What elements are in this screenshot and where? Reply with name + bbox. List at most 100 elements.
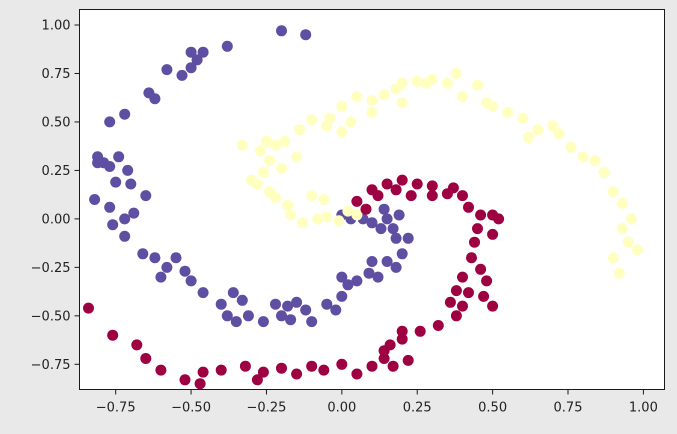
data-point (396, 325, 408, 337)
data-point (318, 194, 330, 205)
data-point (450, 68, 462, 79)
data-point (426, 180, 438, 192)
data-point (227, 287, 239, 299)
data-point (318, 364, 330, 376)
data-point (104, 161, 116, 172)
data-point (137, 248, 149, 260)
data-point (125, 178, 137, 190)
data-point (411, 178, 423, 190)
data-point (475, 263, 487, 275)
data-point (411, 75, 423, 87)
y-tick-label: −0.25 (31, 261, 71, 276)
data-point (215, 298, 227, 310)
data-point (553, 128, 565, 140)
y-tick-label: −0.50 (31, 309, 71, 324)
data-point (472, 223, 483, 235)
y-tick-label: −0.75 (31, 358, 71, 373)
data-point (242, 310, 254, 322)
x-tick-label: −0.50 (171, 401, 211, 416)
data-point (191, 54, 203, 66)
data-point (236, 139, 248, 151)
data-point (113, 151, 125, 163)
data-point (185, 62, 197, 74)
data-point (487, 228, 499, 240)
data-point (185, 275, 197, 287)
data-point (447, 182, 459, 194)
data-point (381, 256, 393, 267)
data-point (372, 271, 384, 283)
data-point (306, 114, 318, 126)
data-point (472, 79, 483, 91)
y-tick-label: 0.00 (42, 212, 71, 227)
data-point (351, 275, 363, 287)
data-point (469, 236, 480, 248)
data-point (532, 124, 544, 136)
data-point (607, 252, 619, 264)
data-point (239, 360, 251, 372)
data-point (155, 271, 167, 283)
data-point (215, 364, 227, 376)
data-point (616, 197, 628, 209)
data-point (276, 163, 287, 174)
data-point (351, 195, 363, 207)
data-point (366, 106, 378, 118)
data-point (282, 300, 294, 312)
data-point (297, 217, 309, 229)
data-point (333, 215, 345, 227)
data-point (613, 267, 625, 279)
data-point (300, 29, 312, 41)
data-point (577, 151, 589, 163)
data-point (194, 378, 206, 390)
y-tick-label: 0.25 (42, 164, 71, 179)
y-tick-label: 1.00 (42, 19, 71, 34)
data-point (119, 230, 131, 242)
data-point (330, 304, 342, 316)
data-point (565, 141, 577, 153)
x-tick-label: 0.25 (403, 401, 432, 416)
data-point (475, 209, 487, 221)
data-point (291, 296, 303, 308)
data-point (257, 366, 269, 378)
data-point (257, 166, 269, 178)
data-point (276, 362, 287, 374)
data-point (104, 201, 116, 213)
x-tick-label: 0.75 (554, 401, 583, 416)
data-point (131, 339, 143, 351)
data-point (257, 316, 269, 328)
x-tick-label: 0.50 (478, 401, 507, 416)
data-point (616, 223, 628, 235)
data-point (463, 287, 474, 299)
data-point (176, 69, 188, 81)
data-point (396, 77, 408, 89)
data-point (375, 223, 387, 235)
data-point (122, 164, 134, 176)
data-point (607, 186, 619, 198)
data-point (366, 256, 378, 267)
data-point (185, 46, 197, 58)
data-point (312, 213, 324, 225)
data-point (92, 157, 104, 169)
plot-area (79, 9, 665, 390)
y-tick-label: 0.75 (42, 67, 71, 82)
data-point (493, 213, 505, 225)
data-point (161, 64, 173, 76)
data-point (466, 252, 477, 264)
data-point (523, 132, 535, 143)
data-point (360, 203, 372, 215)
data-point (381, 213, 393, 225)
data-point (463, 201, 474, 213)
x-tick-label: −0.75 (96, 401, 136, 416)
data-point (478, 290, 490, 302)
data-point (245, 174, 257, 186)
data-point (291, 151, 303, 163)
data-point (230, 316, 242, 328)
data-point (300, 304, 312, 316)
data-point (336, 271, 348, 283)
data-point (450, 310, 462, 322)
data-point (197, 46, 209, 58)
y-tick-label: 0.50 (42, 115, 71, 130)
x-axis: −0.75 −0.50 −0.25 0.00 0.25 0.50 0.75 1.00 (96, 389, 658, 416)
data-point (631, 244, 643, 256)
data-point (351, 209, 363, 221)
data-point (336, 358, 348, 370)
